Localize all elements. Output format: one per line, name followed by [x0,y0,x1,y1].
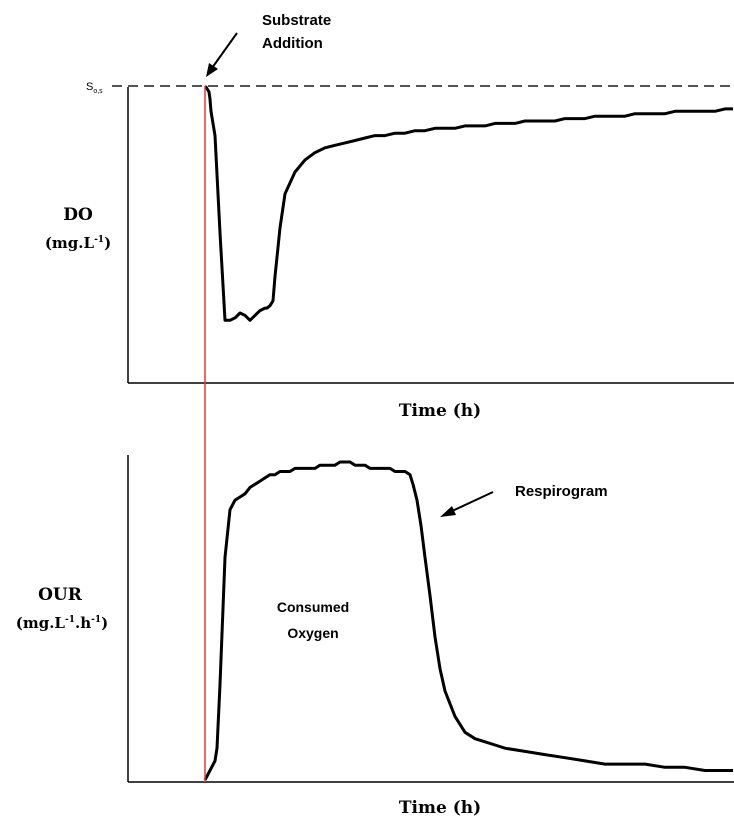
bottom-ylabel-units: (mg.L-1.h-1) [16,614,108,632]
saturation-reference-label: So,s [86,81,103,95]
respirogram-label: Respirogram [515,483,608,500]
top-ylabel: DO [63,205,93,225]
top-ylabel-units: (mg.L-1) [45,234,111,252]
do-series-line [204,85,733,322]
respirogram-arrow [449,491,494,513]
substrate-addition-arrowhead [206,63,218,77]
substrate-addition-label: Substrate Addition [262,12,331,52]
top-xlabel: Time (h) [399,401,481,421]
consumed-oxygen-label: Consumed Oxygen [277,599,349,641]
respirogram-arrowhead [440,506,456,517]
bottom-ylabel: OUR [38,585,83,605]
substrate-addition-arrow [211,32,238,69]
bottom-xlabel: Time (h) [399,798,481,818]
our-series-line [203,460,733,781]
